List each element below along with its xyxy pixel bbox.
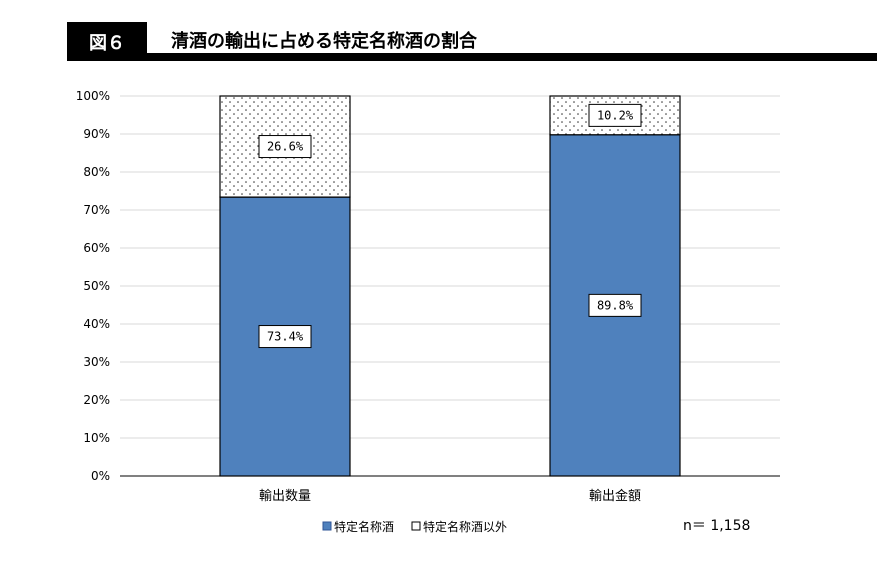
- legend-label: 特定名称酒以外: [423, 519, 507, 534]
- data-label-box: [258, 325, 312, 349]
- data-label: 26.6%: [267, 140, 304, 154]
- data-label: 10.2%: [597, 108, 634, 122]
- data-label: 73.4%: [267, 330, 304, 344]
- x-category-label: 輸出金額: [589, 488, 641, 504]
- y-tick-label: 20%: [83, 393, 110, 407]
- data-label: 89.8%: [597, 298, 634, 312]
- gridlines: [120, 95, 780, 477]
- title-underline: [147, 53, 877, 61]
- y-tick-label: 100%: [76, 89, 110, 103]
- legend-swatch: [411, 521, 421, 531]
- y-tick-label: 30%: [83, 355, 110, 369]
- figure-number-badge: 図６: [67, 22, 147, 61]
- data-label-box: [588, 293, 642, 317]
- figure-header: 図６ 清酒の輸出に占める特定名称酒の割合: [67, 22, 877, 61]
- x-category-label: 輸出数量: [259, 489, 311, 504]
- y-tick-label: 90%: [83, 127, 110, 141]
- sample-size-note: n＝ 1,158: [683, 518, 750, 534]
- legend-label: 特定名称酒: [334, 519, 394, 534]
- y-tick-label: 10%: [83, 431, 110, 445]
- chart-title: 清酒の輸出に占める特定名称酒の割合: [171, 31, 477, 52]
- data-label-box: [588, 103, 642, 127]
- bars: 73.4% 26.6% 89.8% 10.2%: [219, 95, 681, 477]
- x-axis-categories: 輸出数量 輸出金額: [259, 488, 641, 504]
- y-tick-label: 50%: [83, 279, 110, 293]
- legend: 特定名称酒 特定名称酒以外: [322, 519, 507, 534]
- data-label-box: [258, 135, 312, 159]
- legend-swatch: [322, 521, 332, 531]
- y-tick-label: 40%: [83, 317, 110, 331]
- y-tick-label: 60%: [83, 241, 110, 255]
- y-tick-label: 0%: [91, 469, 110, 483]
- y-tick-label: 70%: [83, 203, 110, 217]
- y-tick-label: 80%: [83, 165, 110, 179]
- y-axis-ticks: 0% 10% 20% 30% 40% 50% 60% 70% 80% 90% 100%: [76, 89, 110, 483]
